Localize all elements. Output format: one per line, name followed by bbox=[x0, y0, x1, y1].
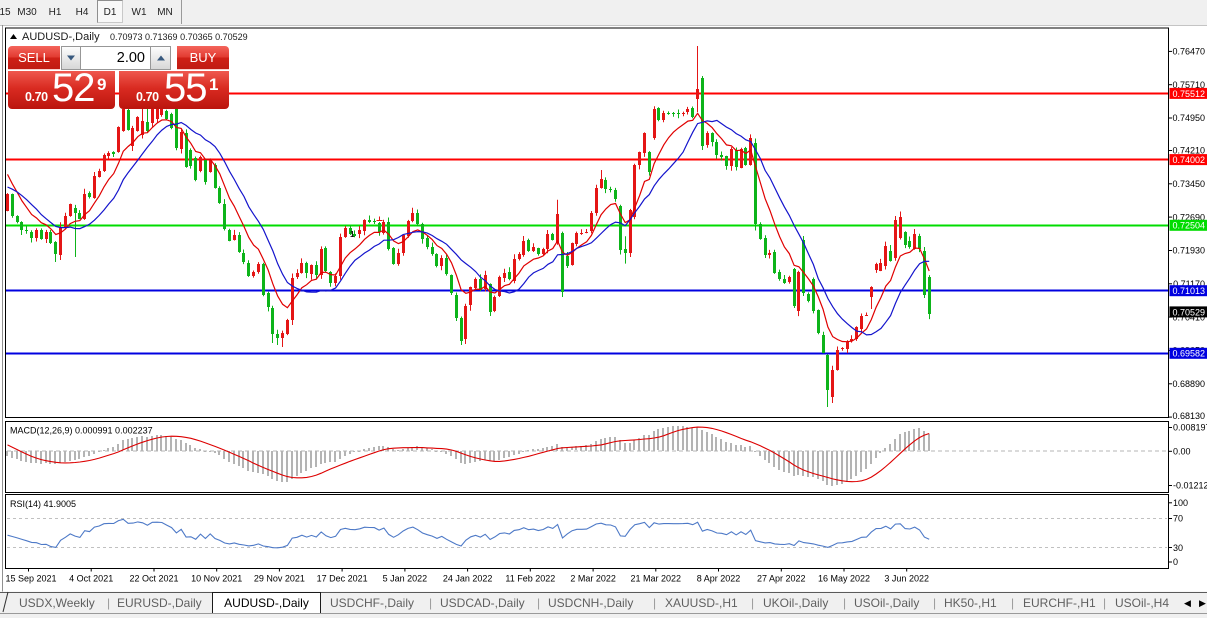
svg-text:100: 100 bbox=[1173, 498, 1188, 508]
svg-text:30: 30 bbox=[1173, 543, 1183, 553]
svg-text:10 Nov 2021: 10 Nov 2021 bbox=[191, 574, 242, 584]
svg-text:29 Nov 2021: 29 Nov 2021 bbox=[254, 574, 305, 584]
svg-text:0.68890: 0.68890 bbox=[1172, 379, 1205, 389]
svg-text:27 Apr 2022: 27 Apr 2022 bbox=[757, 574, 806, 584]
svg-text:1: 1 bbox=[350, 230, 355, 239]
svg-text:0: 0 bbox=[1173, 557, 1178, 567]
svg-text:5 Jan 2022: 5 Jan 2022 bbox=[383, 574, 428, 584]
svg-text:0.71013: 0.71013 bbox=[1173, 286, 1206, 296]
svg-text:AUDUSD-,Daily: AUDUSD-,Daily bbox=[22, 31, 100, 43]
svg-text:17 Dec 2021: 17 Dec 2021 bbox=[317, 574, 368, 584]
svg-text:RSI(14) 41.9005: RSI(14) 41.9005 bbox=[10, 499, 76, 509]
svg-text:0.71930: 0.71930 bbox=[1172, 246, 1205, 256]
svg-text:24 Jan 2022: 24 Jan 2022 bbox=[443, 574, 493, 584]
svg-text:11 Feb 2022: 11 Feb 2022 bbox=[505, 574, 555, 584]
svg-text:2 Mar 2022: 2 Mar 2022 bbox=[570, 574, 616, 584]
svg-text:0.69582: 0.69582 bbox=[1173, 349, 1206, 359]
svg-text:MACD(12,26,9) 0.000991 0.00223: MACD(12,26,9) 0.000991 0.002237 bbox=[10, 426, 153, 436]
svg-text:0.68130: 0.68130 bbox=[1172, 411, 1205, 421]
svg-text:70: 70 bbox=[1173, 514, 1183, 524]
svg-text:16 May 2022: 16 May 2022 bbox=[818, 574, 870, 584]
svg-text:8 Apr 2022: 8 Apr 2022 bbox=[697, 574, 741, 584]
svg-text:0.75512: 0.75512 bbox=[1173, 89, 1206, 99]
svg-text:0.73450: 0.73450 bbox=[1172, 179, 1205, 189]
svg-text:0.00: 0.00 bbox=[1173, 447, 1191, 457]
svg-text:0.76470: 0.76470 bbox=[1172, 47, 1205, 57]
svg-text:0.74950: 0.74950 bbox=[1172, 113, 1205, 123]
svg-text:0.70973 0.71369 0.70365 0.7052: 0.70973 0.71369 0.70365 0.70529 bbox=[110, 32, 248, 42]
svg-text:15 Sep 2021: 15 Sep 2021 bbox=[6, 574, 57, 584]
svg-text:4 Oct 2021: 4 Oct 2021 bbox=[69, 574, 113, 584]
svg-text:0.74002: 0.74002 bbox=[1173, 155, 1206, 165]
svg-text:3 Jun 2022: 3 Jun 2022 bbox=[884, 574, 929, 584]
svg-text:21 Mar 2022: 21 Mar 2022 bbox=[631, 574, 682, 584]
svg-text:22 Oct 2021: 22 Oct 2021 bbox=[129, 574, 178, 584]
svg-text:-0.01212: -0.01212 bbox=[1173, 481, 1207, 491]
svg-text:0.72504: 0.72504 bbox=[1173, 221, 1206, 231]
svg-text:0.70529: 0.70529 bbox=[1173, 307, 1206, 317]
svg-text:0.008197: 0.008197 bbox=[1173, 423, 1207, 433]
